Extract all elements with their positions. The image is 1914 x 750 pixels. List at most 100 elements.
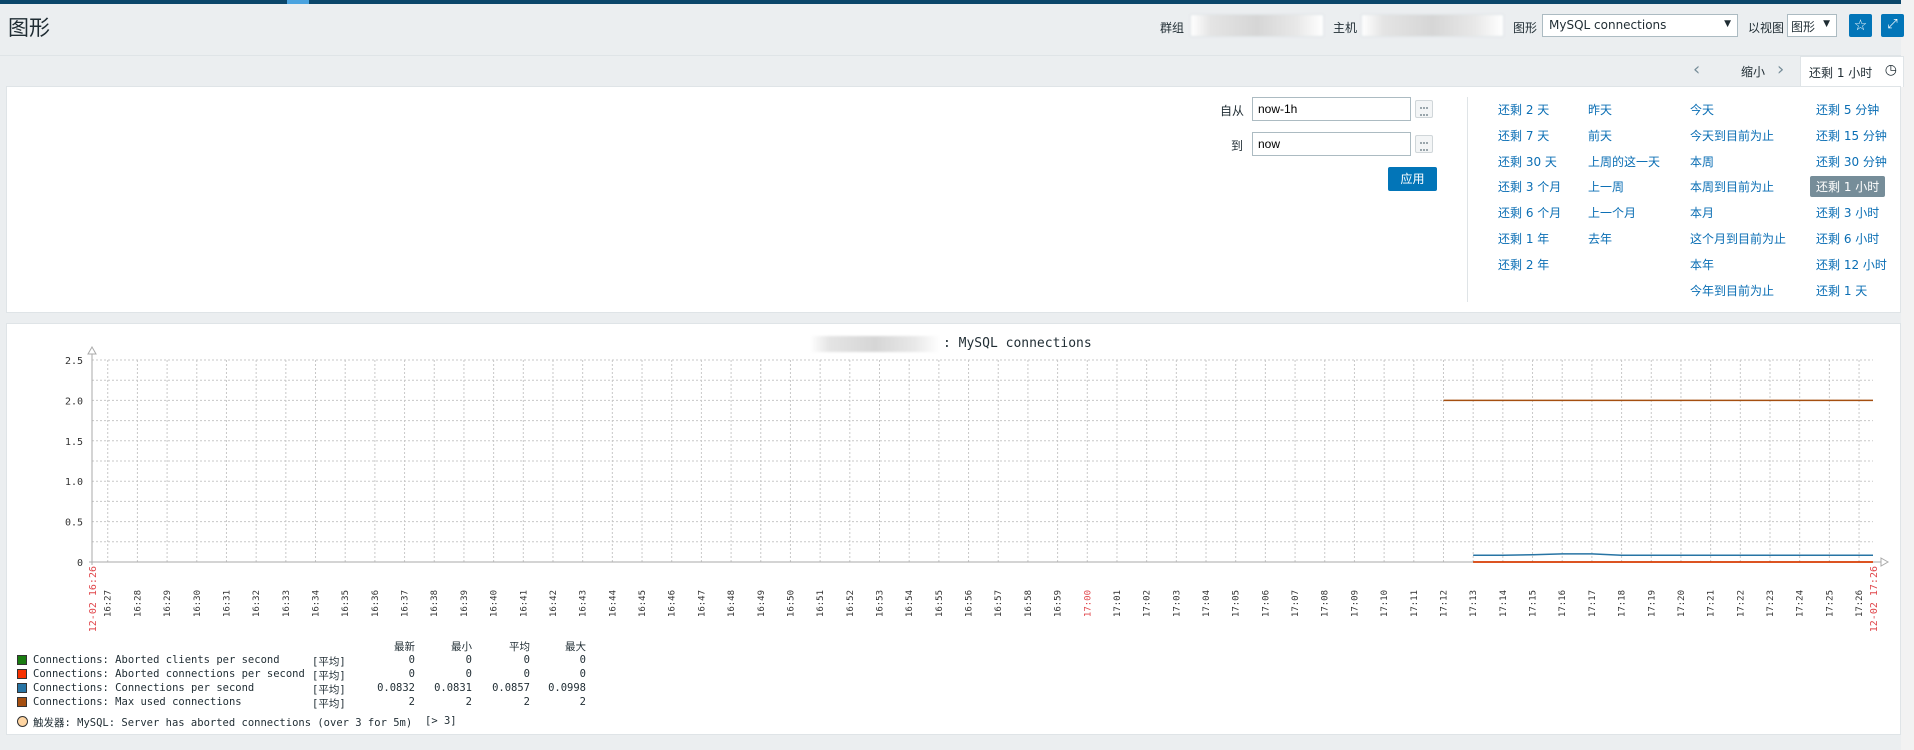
fullscreen-icon: ⤢ (1887, 17, 1898, 32)
quick-range-link[interactable]: 今天 (1690, 103, 1715, 117)
x-tick-label: 16:30 (193, 590, 203, 617)
quick-range-link[interactable]: 今年到目前为止 (1690, 283, 1775, 298)
legend-value-last: 2 (408, 696, 415, 708)
quick-range-link[interactable]: 还剩 1 小时 (1810, 176, 1886, 198)
group-select[interactable] (1190, 14, 1324, 37)
caret-down-icon: ▼ (1823, 19, 1830, 29)
x-tick-label: 17:02 (1143, 590, 1153, 617)
quick-range-link[interactable]: 还剩 6 小时 (1816, 232, 1880, 246)
apply-button[interactable]: 应用 (1388, 167, 1437, 191)
x-tick-label: 17:26 (1855, 590, 1865, 617)
favorite-button[interactable]: ☆ (1849, 14, 1872, 37)
graph-title: : MySQL connections (943, 336, 1092, 351)
quick-range-link[interactable]: 还剩 1 天 (1816, 283, 1868, 298)
x-tick-label: 16:49 (757, 590, 767, 617)
quick-range-link[interactable]: 还剩 3 小时 (1816, 206, 1880, 221)
x-tick-label: 17:18 (1618, 590, 1628, 617)
x-tick-label: 16:58 (1024, 590, 1034, 617)
quick-range-link[interactable]: 前天 (1588, 128, 1613, 143)
x-tick-label: 17:03 (1172, 590, 1182, 617)
group-label: 群组 (1160, 21, 1185, 35)
quick-range-link[interactable]: 昨天 (1588, 103, 1613, 117)
tab-time-filter[interactable]: 还剩 1 小时 ◷ (1800, 56, 1904, 87)
x-axis-arrow (1880, 557, 1890, 567)
x-tick-label: 17:14 (1499, 590, 1509, 617)
quick-range-link[interactable]: 还剩 30 天 (1498, 154, 1557, 169)
y-tick-label: 2.5 (65, 356, 83, 367)
calendar-icon[interactable] (1415, 135, 1433, 153)
top-bar-indicator (287, 0, 309, 4)
quick-range-link[interactable]: 上周的这一天 (1588, 154, 1661, 169)
legend-value-min: 2 (465, 696, 472, 708)
quick-range-link[interactable]: 本月 (1690, 206, 1715, 221)
x-tick-label: 17:09 (1350, 590, 1360, 617)
x-tick-label: 16:33 (282, 590, 292, 617)
fullscreen-button[interactable]: ⤢ (1881, 14, 1904, 37)
legend-value-min: 0 (465, 654, 472, 666)
quick-range-link[interactable]: 还剩 1 年 (1498, 232, 1550, 246)
x-tick-label: 17:07 (1291, 590, 1301, 617)
x-tick-label: 17:01 (1113, 590, 1123, 617)
from-label: 自从 (1220, 104, 1245, 118)
calendar-icon[interactable] (1415, 100, 1433, 118)
x-tick-label: 17:17 (1588, 590, 1598, 617)
quick-range-link[interactable]: 上一个月 (1588, 206, 1637, 221)
x-tick-label: 16:57 (994, 590, 1004, 617)
x-tick-label: 16:52 (846, 590, 856, 617)
quick-range-link[interactable]: 上一周 (1588, 180, 1625, 195)
x-tick-label: 16:42 (549, 590, 559, 617)
legend-value-min: 0.0831 (434, 682, 472, 694)
legend-item-name: Connections: Aborted connections per sec… (33, 668, 305, 680)
trigger-icon (17, 716, 28, 727)
y-axis-arrow (87, 345, 97, 355)
quick-range-link[interactable]: 还剩 30 分钟 (1816, 154, 1887, 169)
prev-period-button[interactable]: ‹ (1693, 59, 1701, 80)
to-input[interactable] (1252, 132, 1411, 156)
x-tick-label: 16:39 (460, 590, 470, 617)
scrollbar[interactable] (1901, 0, 1914, 750)
graph-label: 图形 (1513, 21, 1538, 35)
quick-range-link[interactable]: 去年 (1588, 232, 1613, 246)
quick-range-link[interactable]: 还剩 2 天 (1498, 103, 1550, 117)
legend-value-last: 0 (408, 668, 415, 680)
star-icon: ☆ (1853, 16, 1868, 34)
x-tick-label: 16:48 (727, 590, 737, 617)
quick-range-link[interactable]: 还剩 2 年 (1498, 257, 1550, 272)
graph-select[interactable]: MySQL connections ▼ (1542, 14, 1738, 37)
x-tick-label: 17:16 (1558, 590, 1568, 617)
x-tick-label: 16:51 (816, 590, 826, 617)
host-select[interactable] (1361, 14, 1504, 37)
x-tick-label: 16:59 (1054, 590, 1064, 617)
quick-range-link[interactable]: 这个月到目前为止 (1690, 232, 1787, 246)
quick-range-link[interactable]: 还剩 12 小时 (1816, 257, 1887, 272)
from-input[interactable] (1252, 97, 1411, 121)
to-label: 到 (1231, 139, 1244, 153)
legend-item-func: [平均] (312, 698, 346, 710)
x-tick-label: 17:08 (1321, 590, 1331, 617)
quick-range-link[interactable]: 还剩 7 天 (1498, 128, 1550, 143)
time-filter-panel (6, 86, 1901, 313)
quick-range-link[interactable]: 还剩 3 个月 (1498, 180, 1562, 195)
quick-range-link[interactable]: 还剩 6 个月 (1498, 206, 1562, 221)
next-period-button[interactable]: › (1777, 59, 1785, 80)
zoom-out-button[interactable]: 缩小 (1741, 65, 1766, 79)
legend-item-name: Connections: Aborted clients per second (33, 654, 280, 666)
quick-range-link[interactable]: 本周到目前为止 (1690, 180, 1775, 195)
legend-header: 最大 (565, 641, 586, 653)
clock-icon: ◷ (1884, 62, 1897, 78)
host-label: 主机 (1333, 21, 1358, 35)
quick-range-link[interactable]: 还剩 15 分钟 (1816, 128, 1887, 143)
view-select[interactable]: 图形 ▼ (1787, 14, 1837, 37)
quick-range-link[interactable]: 本年 (1690, 257, 1715, 272)
x-tick-label: 16:44 (608, 590, 618, 617)
view-select-value: 图形 (1791, 20, 1816, 34)
quick-range-link[interactable]: 本周 (1690, 154, 1715, 169)
x-tick-label: 16:43 (579, 590, 589, 617)
quick-range-link[interactable]: 今天到目前为止 (1690, 128, 1775, 143)
tab-label: 还剩 1 小时 (1809, 66, 1873, 80)
x-tick-label: 17:23 (1766, 590, 1776, 617)
quick-range-link[interactable]: 还剩 5 分钟 (1816, 103, 1880, 117)
x-tick-label: 17:10 (1380, 590, 1390, 617)
legend-value-max: 0 (579, 668, 586, 680)
series-line-2 (1473, 553, 1873, 557)
